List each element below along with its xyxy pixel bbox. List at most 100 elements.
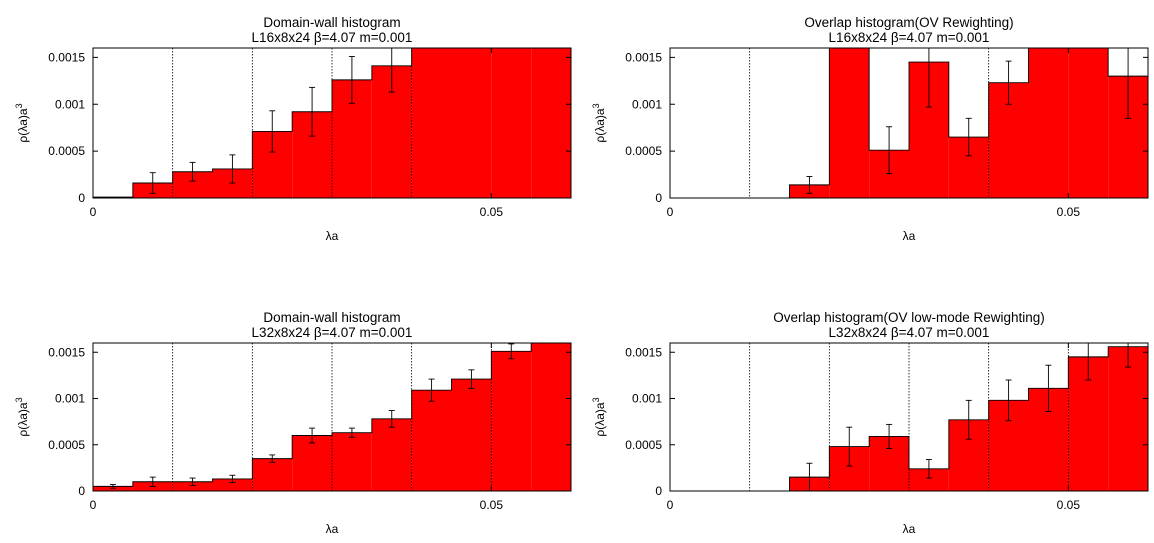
error-bar (806, 175, 813, 194)
error-bar (269, 110, 276, 153)
histogram-bar (93, 486, 133, 491)
error-bar (189, 161, 196, 182)
error-bar (886, 126, 893, 175)
y-tick-label: 0.001 (55, 392, 85, 406)
histogram-bar (451, 48, 492, 198)
chart-panel-4: Overlap histogram(OV low-mode Rewighting… (591, 310, 1149, 536)
y-axis-label: ρ(λa)a3 (14, 397, 30, 436)
y-tick-label: 0.0015 (48, 50, 85, 64)
y-tick-label: 0.0015 (48, 345, 85, 359)
x-tick-label: 0.05 (480, 205, 504, 219)
error-bar (1005, 60, 1012, 105)
histogram-bar (531, 343, 571, 491)
error-bar (348, 55, 355, 104)
y-tick-label: 0 (78, 191, 85, 205)
histogram-outline (93, 342, 571, 487)
histogram-bar (1028, 48, 1069, 198)
histogram-bar (212, 478, 253, 491)
y-axis-label-exponent: 3 (14, 103, 24, 108)
chart-panel-2: Overlap histogram(OV Rewighting)L16x8x24… (591, 15, 1149, 243)
error-bar (925, 459, 932, 479)
histogram-bar (451, 379, 492, 491)
histogram-bar (411, 48, 452, 198)
y-tick-label: 0.0005 (48, 144, 85, 158)
y-tick-label: 0 (655, 484, 662, 498)
x-axis-label: λa (326, 229, 339, 243)
histogram-bar (491, 48, 532, 198)
y-axis-label: ρ(λa)a3 (591, 397, 607, 436)
y-tick-label: 0.0015 (625, 345, 662, 359)
error-bar (269, 454, 276, 463)
chart-subtitle: L32x8x24 β=4.07 m=0.001 (252, 325, 413, 340)
histogram-bar (909, 468, 949, 491)
histogram-bar (1068, 48, 1109, 198)
x-axis-label: λa (903, 522, 916, 536)
x-tick-label: 0 (667, 205, 674, 219)
y-tick-label: 0.001 (55, 97, 85, 111)
y-axis-label-text: ρ(λa)a (16, 108, 30, 142)
x-tick-label: 0.05 (480, 498, 504, 512)
plot-frame (669, 47, 1149, 199)
y-tick-label: 0.0005 (48, 438, 85, 452)
chart-subtitle: L16x8x24 β=4.07 m=0.001 (829, 30, 990, 45)
error-bar (965, 117, 972, 157)
x-tick-label: 0.05 (1057, 205, 1081, 219)
chart-title: Overlap histogram(OV Rewighting) (804, 15, 1013, 30)
error-bar (149, 172, 156, 194)
error-bar (149, 476, 156, 487)
y-axis-label-text: ρ(λa)a (593, 108, 607, 142)
y-axis-label: ρ(λa)a3 (14, 103, 30, 142)
error-bar (508, 343, 515, 360)
y-axis-label-exponent: 3 (14, 397, 24, 402)
x-tick-label: 0 (667, 498, 674, 512)
error-bar (309, 86, 316, 137)
error-bar (428, 378, 435, 402)
y-tick-label: 0.0015 (625, 50, 662, 64)
histogram-bar (252, 458, 293, 491)
x-axis-label: λa (903, 229, 916, 243)
chart-title: Domain-wall histogram (263, 310, 400, 325)
y-axis-label-text: ρ(λa)a (16, 402, 30, 436)
histogram-bar (411, 390, 452, 491)
error-bar (1005, 379, 1012, 422)
y-tick-label: 0.0005 (625, 438, 662, 452)
histogram-bar (292, 435, 332, 491)
error-bar (109, 484, 116, 489)
chart-subtitle: L32x8x24 β=4.07 m=0.001 (829, 325, 990, 340)
error-bar (229, 474, 236, 484)
histogram-bar (332, 432, 372, 491)
chart-subtitle: L16x8x24 β=4.07 m=0.001 (252, 30, 413, 45)
y-axis-label-text: ρ(λa)a (593, 402, 607, 436)
y-axis-label: ρ(λa)a3 (591, 103, 607, 142)
y-tick-label: 0 (655, 191, 662, 205)
histogram-bar (1108, 346, 1148, 491)
y-tick-label: 0.001 (632, 97, 662, 111)
y-tick-label: 0 (78, 484, 85, 498)
x-axis-label: λa (326, 522, 339, 536)
plot-frame (669, 342, 1149, 492)
y-axis-label-exponent: 3 (591, 103, 601, 108)
error-bar (348, 427, 355, 438)
error-bar (229, 154, 236, 184)
histogram-bar (491, 351, 532, 491)
histogram-bar (829, 48, 870, 198)
y-axis-label-exponent: 3 (591, 397, 601, 402)
error-bar (189, 477, 196, 486)
error-bar (965, 399, 972, 440)
histogram-bar (371, 418, 412, 491)
plot-frame (92, 342, 572, 492)
histogram-bar (531, 48, 571, 198)
chart-title: Domain-wall histogram (263, 15, 400, 30)
error-bar (1045, 364, 1052, 412)
error-bar (468, 369, 475, 389)
plot-frame (92, 47, 572, 199)
x-tick-label: 0 (90, 498, 97, 512)
error-bar (309, 427, 316, 444)
error-bar (886, 423, 893, 449)
error-bar (846, 426, 853, 467)
x-tick-label: 0 (90, 205, 97, 219)
x-tick-label: 0.05 (1057, 498, 1081, 512)
